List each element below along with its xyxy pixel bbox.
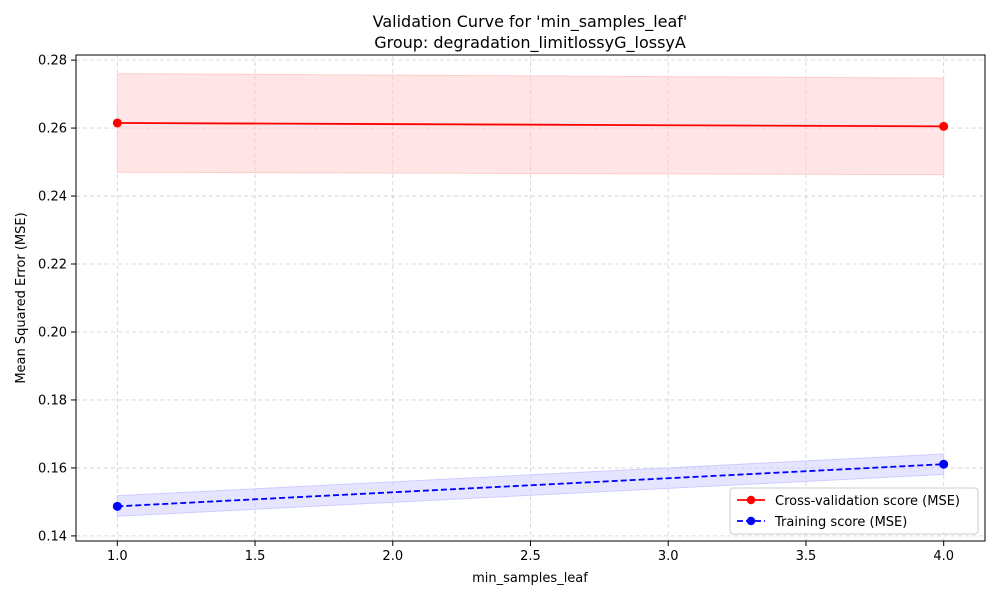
y-tick-label: 0.26: [38, 122, 67, 137]
x-tick-label: 3.5: [796, 549, 817, 564]
y-tick-label: 0.14: [38, 529, 67, 544]
training-line: [117, 463, 944, 508]
y-tick-label: 0.20: [38, 325, 67, 340]
legend: Cross-validation score (MSE) Training sc…: [729, 487, 979, 535]
x-tick-label: 2.0: [382, 549, 403, 564]
training-point: [939, 459, 949, 469]
y-tick-label: 0.22: [38, 258, 67, 273]
x-axis-ticks: 1.0 1.5 2.0 2.5 3.0 3.5 4.0: [107, 541, 954, 564]
y-axis-ticks: 0.14 0.16 0.18 0.20 0.22 0.24 0.26 0.28: [38, 54, 76, 544]
chart-subtitle: Group: degradation_limitlossyG_lossyA: [374, 33, 686, 53]
chart-title: Validation Curve for 'min_samples_leaf': [373, 12, 688, 32]
legend-label-cross-validation: Cross-validation score (MSE): [775, 494, 960, 509]
cross-validation-point: [939, 121, 949, 131]
legend-label-training: Training score (MSE): [774, 515, 907, 530]
legend-marker-cross-validation: [746, 495, 756, 505]
x-tick-label: 1.5: [245, 549, 266, 564]
y-tick-label: 0.24: [38, 190, 67, 205]
x-tick-label: 3.0: [658, 549, 679, 564]
y-tick-label: 0.16: [38, 461, 67, 476]
x-tick-label: 1.0: [107, 549, 128, 564]
cross-validation-point: [112, 118, 122, 128]
x-tick-label: 4.0: [933, 549, 954, 564]
legend-marker-training: [746, 516, 756, 526]
training-point: [112, 501, 122, 511]
series-lines: [112, 118, 949, 511]
legend-box: [729, 487, 979, 535]
y-tick-label: 0.18: [38, 393, 67, 408]
x-axis-label: min_samples_leaf: [472, 571, 588, 586]
y-tick-label: 0.28: [38, 54, 67, 69]
y-axis-label: Mean Squared Error (MSE): [14, 212, 29, 383]
x-tick-label: 2.5: [520, 549, 541, 564]
cross-validation-line: [117, 122, 944, 128]
